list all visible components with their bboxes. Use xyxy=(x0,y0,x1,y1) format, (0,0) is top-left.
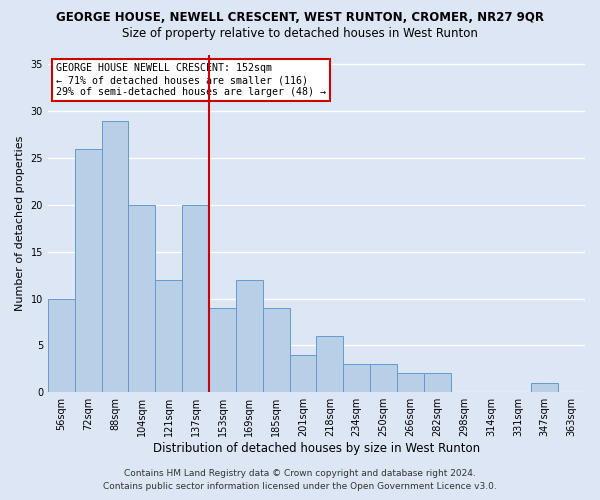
Bar xyxy=(397,374,424,392)
Bar xyxy=(128,205,155,392)
Bar xyxy=(182,205,209,392)
Y-axis label: Number of detached properties: Number of detached properties xyxy=(15,136,25,312)
Bar xyxy=(101,120,128,392)
Text: GEORGE HOUSE, NEWELL CRESCENT, WEST RUNTON, CROMER, NR27 9QR: GEORGE HOUSE, NEWELL CRESCENT, WEST RUNT… xyxy=(56,11,544,24)
Bar xyxy=(424,374,451,392)
Bar xyxy=(531,383,558,392)
Bar xyxy=(343,364,370,392)
X-axis label: Distribution of detached houses by size in West Runton: Distribution of detached houses by size … xyxy=(153,442,480,455)
Bar xyxy=(155,280,182,392)
Bar xyxy=(316,336,343,392)
Text: Size of property relative to detached houses in West Runton: Size of property relative to detached ho… xyxy=(122,28,478,40)
Bar xyxy=(75,148,101,392)
Bar xyxy=(263,308,290,392)
Bar xyxy=(290,354,316,392)
Bar xyxy=(48,298,75,392)
Bar xyxy=(209,308,236,392)
Bar xyxy=(370,364,397,392)
Text: GEORGE HOUSE NEWELL CRESCENT: 152sqm
← 71% of detached houses are smaller (116)
: GEORGE HOUSE NEWELL CRESCENT: 152sqm ← 7… xyxy=(56,64,326,96)
Text: Contains HM Land Registry data © Crown copyright and database right 2024.
Contai: Contains HM Land Registry data © Crown c… xyxy=(103,470,497,491)
Bar xyxy=(236,280,263,392)
